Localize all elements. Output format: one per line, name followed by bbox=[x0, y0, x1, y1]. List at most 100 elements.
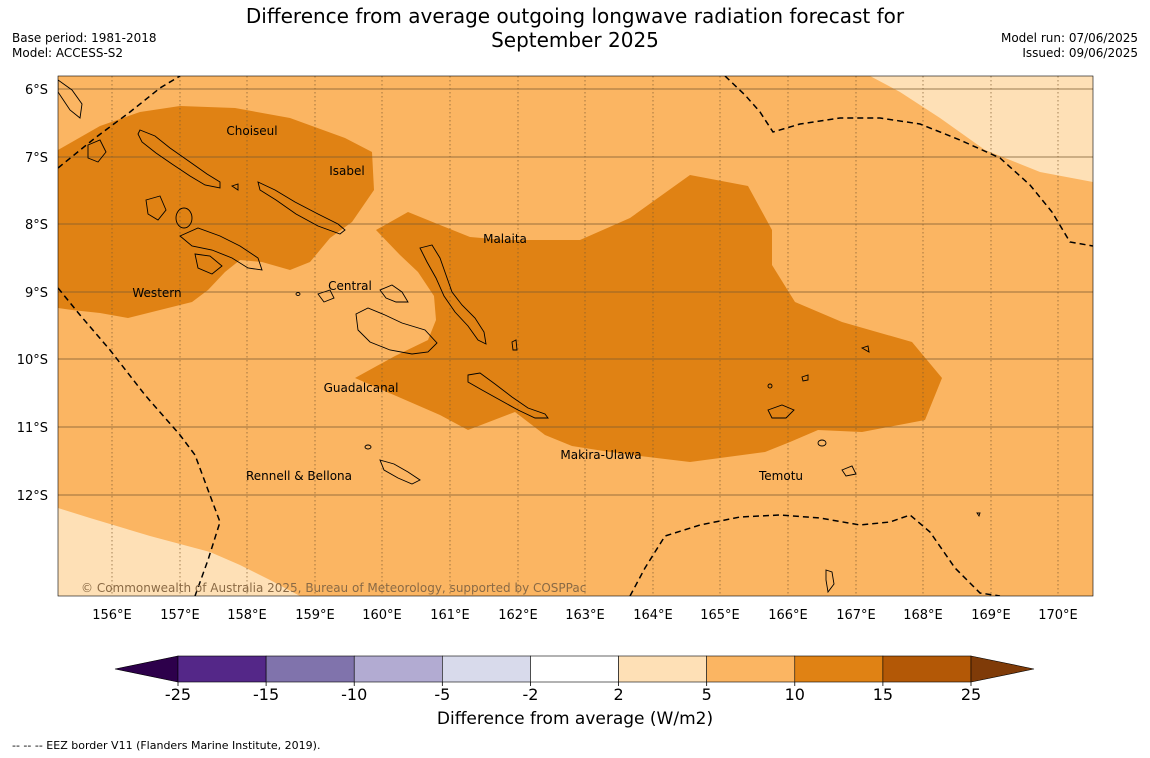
longitude-labels: 156°E 157°E 158°E 159°E 160°E 161°E 162°… bbox=[92, 608, 1078, 623]
map-panel bbox=[58, 76, 1093, 596]
colorbar: -25 -15 -10 -5 -2 2 5 10 15 25 bbox=[114, 655, 1035, 704]
lon-label: 157°E bbox=[160, 608, 200, 623]
island-vella-lavella bbox=[145, 195, 167, 221]
lon-label: 160°E bbox=[362, 608, 402, 623]
island-utupua bbox=[817, 439, 827, 447]
label-isabel: Isabel bbox=[329, 164, 364, 178]
island-rendova bbox=[194, 253, 223, 275]
province-labels: Choiseul Isabel Malaita Western Central … bbox=[132, 124, 803, 483]
island-small-1 bbox=[767, 383, 773, 389]
meta-right: Model run: 07/06/2025 Issued: 09/06/2025 bbox=[1001, 31, 1138, 61]
colorbar-tick-label: 2 bbox=[613, 685, 623, 704]
lon-label: 168°E bbox=[903, 608, 943, 623]
lon-label: 162°E bbox=[498, 608, 538, 623]
island-new-georgia bbox=[179, 227, 263, 271]
anomaly-10-15-region-east bbox=[355, 175, 942, 462]
graticule bbox=[58, 76, 1093, 596]
lon-label: 166°E bbox=[768, 608, 808, 623]
anomaly-2-5-region-southwest bbox=[58, 508, 300, 596]
lon-label: 165°E bbox=[700, 608, 740, 623]
colorbar-tick-label: 5 bbox=[702, 685, 712, 704]
label-choiseul: Choiseul bbox=[226, 124, 277, 138]
lon-label: 156°E bbox=[92, 608, 132, 623]
anomaly-2-5-region-northeast bbox=[870, 76, 1093, 182]
label-central: Central bbox=[328, 279, 372, 293]
island-bellona bbox=[364, 444, 372, 450]
lon-label: 163°E bbox=[565, 608, 605, 623]
colorbar-tick-label: -5 bbox=[434, 685, 450, 704]
colorbar-segment bbox=[177, 655, 267, 683]
title-line-2: September 2025 bbox=[491, 28, 659, 52]
colorbar-tick-label: -2 bbox=[522, 685, 538, 704]
lat-label: 6°S bbox=[25, 83, 48, 98]
island-shortland bbox=[87, 139, 107, 163]
issued-date: Issued: 09/06/2025 bbox=[1022, 46, 1138, 60]
label-western: Western bbox=[132, 286, 181, 300]
colorbar-tick-label: -15 bbox=[253, 685, 279, 704]
anomaly-10-15-region-west bbox=[58, 106, 374, 318]
latitude-labels: 6°S 7°S 8°S 9°S 10°S 11°S 12°S bbox=[17, 83, 48, 504]
island-florida bbox=[379, 284, 409, 303]
title-line-1: Difference from average outgoing longwav… bbox=[245, 4, 905, 28]
colorbar-tick-label: 15 bbox=[873, 685, 893, 704]
island-small-3 bbox=[295, 292, 301, 296]
island-russell bbox=[317, 289, 335, 303]
colorbar-segment bbox=[530, 655, 619, 683]
lat-label: 8°S bbox=[25, 218, 48, 233]
lon-label: 170°E bbox=[1038, 608, 1078, 623]
colorbar-title: Difference from average (W/m2) bbox=[436, 709, 714, 729]
label-makira-ulawa: Makira-Ulawa bbox=[560, 448, 641, 462]
lon-label: 169°E bbox=[971, 608, 1011, 623]
lon-label: 161°E bbox=[430, 608, 470, 623]
colorbar-tick-label: -25 bbox=[165, 685, 191, 704]
colorbar-tick-label: -10 bbox=[341, 685, 367, 704]
island-reef-islands bbox=[801, 374, 809, 382]
colorbar-segment bbox=[353, 655, 443, 683]
lat-label: 7°S bbox=[25, 151, 48, 166]
colorbar-extension-high bbox=[970, 655, 1035, 683]
eez-footnote: -- -- -- EEZ border V11 (Flanders Marine… bbox=[12, 739, 321, 752]
island-makira bbox=[467, 372, 549, 419]
colorbar-segment bbox=[442, 655, 531, 683]
island-vanikoro bbox=[841, 465, 857, 477]
island-small-2 bbox=[230, 183, 239, 191]
label-temotu: Temotu bbox=[758, 469, 803, 483]
base-period: Base period: 1981-2018 bbox=[12, 31, 157, 45]
lat-label: 9°S bbox=[25, 286, 48, 301]
label-guadalcanal: Guadalcanal bbox=[324, 381, 399, 395]
colorbar-tick-label: 10 bbox=[785, 685, 805, 704]
lon-label: 158°E bbox=[227, 608, 267, 623]
label-malaita: Malaita bbox=[483, 232, 527, 246]
island-anuta bbox=[825, 569, 835, 594]
lon-label: 159°E bbox=[295, 608, 335, 623]
island-ulawa bbox=[511, 339, 518, 351]
colorbar-segment bbox=[618, 655, 707, 683]
island-santa-cruz bbox=[767, 404, 795, 419]
model-run: Model run: 07/06/2025 bbox=[1000, 31, 1138, 45]
colorbar-segment bbox=[882, 655, 972, 683]
island-kolombangara bbox=[175, 207, 193, 229]
island-tikopia bbox=[976, 512, 981, 518]
colorbar-segment bbox=[794, 655, 884, 683]
copyright-notice: © Commonwealth of Australia 2025, Bureau… bbox=[81, 581, 586, 595]
colorbar-extension-low bbox=[114, 655, 179, 683]
lat-label: 11°S bbox=[17, 421, 48, 436]
island-guadalcanal bbox=[355, 307, 438, 355]
map-frame bbox=[57, 75, 1094, 597]
lat-label: 12°S bbox=[17, 489, 48, 504]
meta-left: Base period: 1981-2018 Model: ACCESS-S2 bbox=[12, 31, 157, 61]
eez-border bbox=[58, 76, 1093, 596]
island-malaita bbox=[419, 244, 487, 345]
island-bougainville-tip bbox=[58, 79, 83, 119]
island-isabel bbox=[257, 181, 346, 235]
lon-label: 167°E bbox=[836, 608, 876, 623]
colorbar-tick-label: 25 bbox=[961, 685, 981, 704]
lon-label: 164°E bbox=[633, 608, 673, 623]
lat-label: 10°S bbox=[17, 353, 48, 368]
colorbar-segment bbox=[265, 655, 355, 683]
colorbar-segment bbox=[706, 655, 796, 683]
chart-title: Difference from average outgoing longwav… bbox=[0, 4, 1150, 52]
label-rennell-bellona: Rennell & Bellona bbox=[246, 469, 352, 483]
island-choiseul bbox=[137, 129, 221, 189]
